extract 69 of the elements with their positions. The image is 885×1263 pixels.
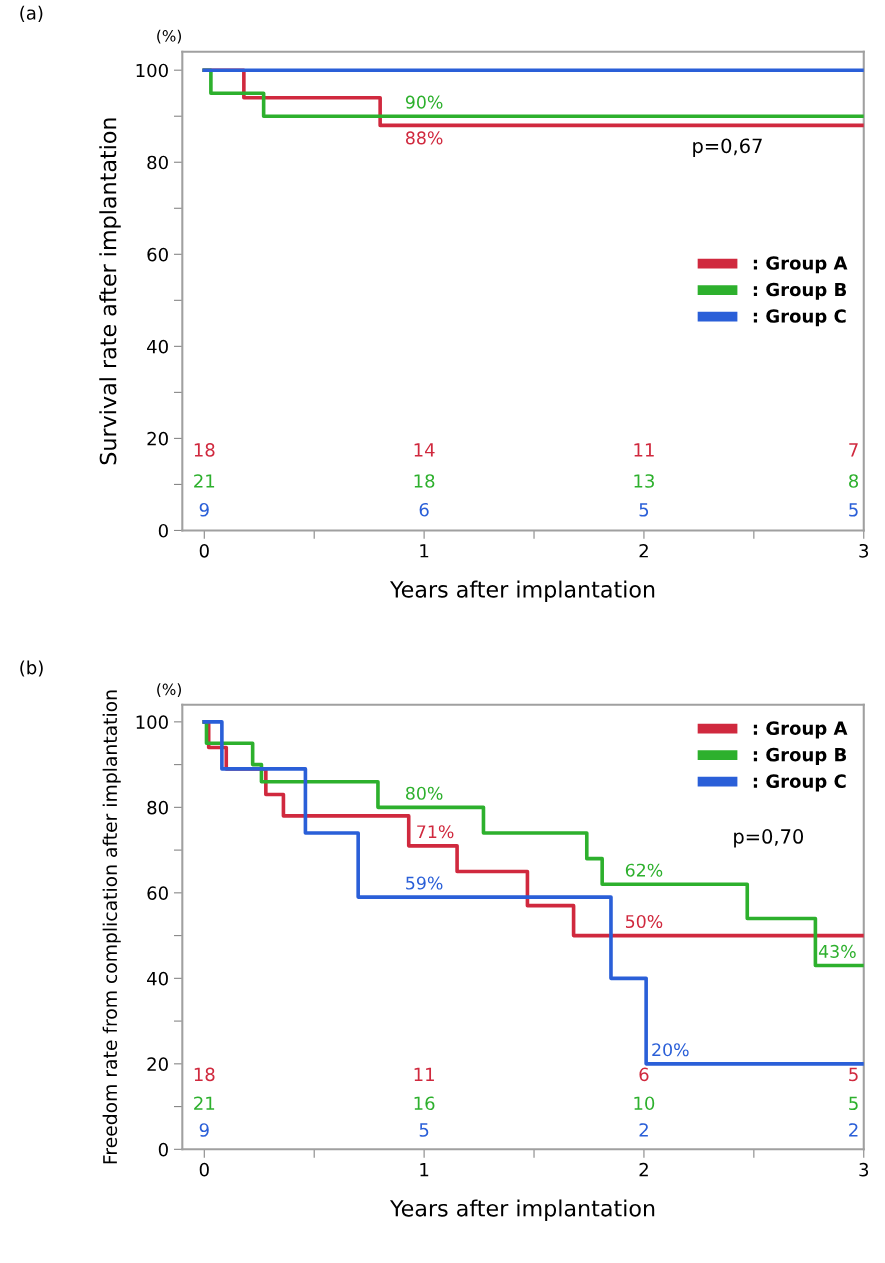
x-tick-label: 3 [859, 543, 869, 558]
annotation: 5 [419, 1123, 429, 1137]
y-tick-label: 0 [158, 1142, 168, 1157]
annotation: 18 [194, 1067, 215, 1082]
x-tick-label: 2 [639, 543, 648, 558]
x-tick-label: 1 [420, 1163, 429, 1177]
annotation: 6 [639, 1067, 649, 1082]
x-tick-label: 3 [859, 1162, 869, 1177]
text: (%) [157, 683, 181, 697]
annotation: 16 [414, 1096, 435, 1111]
y-tick-label: 40 [147, 339, 168, 354]
y-tick-label: 80 [147, 155, 168, 170]
text: (b) [20, 660, 43, 677]
legend-label: : Group C [753, 309, 846, 327]
x-axis-title: Years after implantation [389, 1199, 655, 1221]
annotation: 13 [634, 474, 654, 488]
legend-label: : Group B [753, 282, 847, 300]
legend-label: : Group C [753, 774, 846, 792]
y-tick-label: 100 [136, 63, 168, 78]
data-label: 80% [406, 786, 443, 800]
data-label: 43% [818, 944, 856, 958]
data-label: 62% [625, 863, 663, 877]
annotation: p=0,70 [734, 829, 804, 848]
text: (%) [157, 29, 181, 44]
y-tick-label: 60 [147, 886, 168, 900]
annotation: 7 [849, 443, 858, 457]
y-tick-label: 100 [136, 715, 168, 729]
y-tick-label: 20 [147, 1057, 168, 1071]
annotation: 5 [849, 1096, 858, 1111]
y-tick-label: 80 [147, 800, 168, 815]
data-label: 20% [652, 1043, 689, 1057]
y-axis-title: Freedom rate from complication after implantation [102, 690, 121, 1164]
legend-label: : Group A [753, 721, 848, 739]
data-label: 90% [405, 95, 443, 109]
x-tick-label: 0 [199, 1162, 209, 1177]
annotation: 5 [639, 503, 649, 517]
x-tick-label: 1 [420, 544, 429, 558]
x-axis-title: Years after implantation [389, 580, 655, 603]
annotation: 21 [194, 474, 215, 488]
y-axis-title: Survival rate after implantation [99, 118, 121, 465]
legend-label: : Group A [753, 256, 848, 274]
annotation: p=0,67 [693, 138, 762, 157]
annotation: 11 [414, 1067, 434, 1081]
annotation: 2 [849, 1123, 858, 1137]
annotation: 10 [634, 1096, 655, 1111]
annotation: 18 [194, 443, 215, 457]
annotation: 5 [849, 1067, 858, 1082]
annotation: 2 [639, 1123, 648, 1137]
y-tick-label: 0 [158, 523, 168, 538]
data-label: 59% [406, 876, 443, 890]
data-label: 50% [625, 914, 663, 929]
annotation: 9 [199, 1123, 209, 1137]
legend-label: : Group B [753, 747, 847, 765]
annotation: 5 [849, 503, 858, 517]
annotation: 8 [849, 474, 859, 488]
x-tick-label: 2 [639, 1162, 648, 1177]
text: (a) [20, 5, 43, 22]
annotation: 6 [419, 502, 429, 517]
data-label: 71% [417, 825, 454, 839]
data-label: 88% [406, 131, 443, 145]
annotation: 11 [634, 443, 654, 457]
y-tick-label: 40 [147, 971, 168, 986]
y-tick-label: 20 [147, 431, 168, 446]
annotation: 9 [199, 502, 209, 517]
annotation: 21 [194, 1096, 215, 1110]
x-tick-label: 0 [199, 543, 209, 558]
annotation: 14 [414, 443, 435, 457]
annotation: 18 [414, 474, 435, 488]
y-tick-label: 60 [147, 247, 168, 262]
